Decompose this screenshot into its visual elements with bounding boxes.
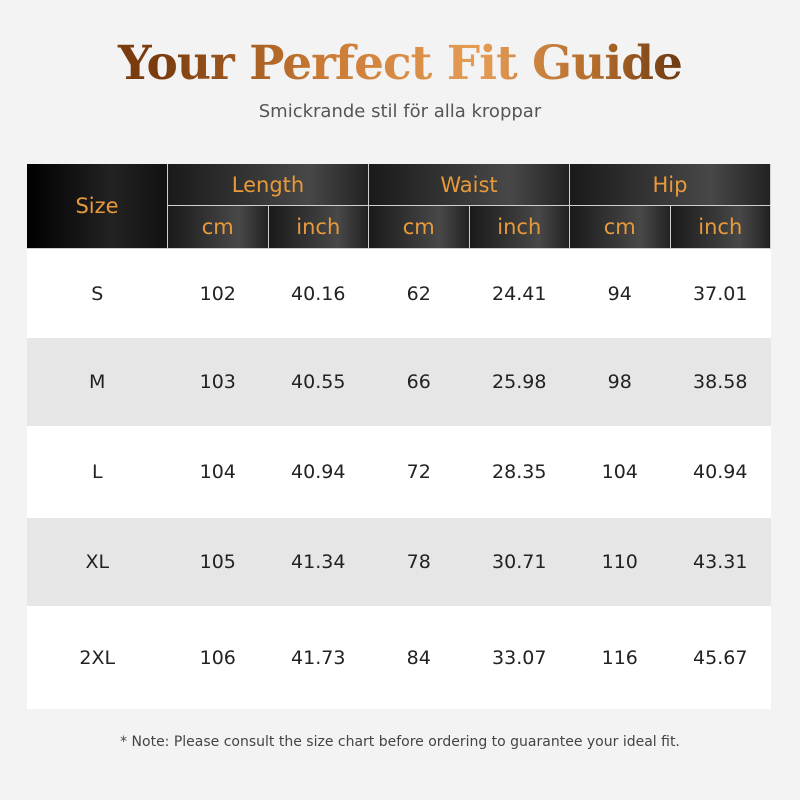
value-cell: 105: [167, 518, 268, 606]
group-header-hip: Hip: [569, 164, 771, 206]
size-cell: L: [27, 426, 168, 518]
value-cell: 40.94: [268, 426, 369, 518]
size-chart-table: Size Length Waist Hip cm inch cm inch cm…: [27, 164, 771, 709]
value-cell: 45.67: [670, 606, 771, 709]
size-cell: S: [27, 248, 168, 338]
value-cell: 41.73: [268, 606, 369, 709]
value-cell: 38.58: [670, 338, 771, 426]
value-cell: 104: [167, 426, 268, 518]
page-title: Your Perfect Fit Guide: [0, 36, 800, 91]
value-cell: 72: [368, 426, 469, 518]
table-row: 2XL 106 41.73 84 33.07 116 45.67: [27, 606, 771, 709]
group-header-length: Length: [167, 164, 369, 206]
value-cell: 103: [167, 338, 268, 426]
value-cell: 43.31: [670, 518, 771, 606]
value-cell: 28.35: [469, 426, 570, 518]
size-cell: M: [27, 338, 168, 426]
unit-header: cm: [368, 205, 470, 249]
unit-header: inch: [267, 205, 369, 249]
value-cell: 37.01: [670, 248, 771, 338]
value-cell: 78: [368, 518, 469, 606]
unit-header: cm: [569, 205, 671, 249]
table-row: L 104 40.94 72 28.35 104 40.94: [27, 426, 771, 518]
value-cell: 66: [368, 338, 469, 426]
unit-header: cm: [167, 205, 269, 249]
table-row: M 103 40.55 66 25.98 98 38.58: [27, 338, 771, 426]
value-cell: 30.71: [469, 518, 570, 606]
value-cell: 40.16: [268, 248, 369, 338]
footnote: * Note: Please consult the size chart be…: [120, 734, 680, 750]
value-cell: 110: [569, 518, 670, 606]
size-cell: 2XL: [27, 606, 168, 709]
size-header: Size: [27, 164, 168, 249]
value-cell: 33.07: [469, 606, 570, 709]
value-cell: 116: [569, 606, 670, 709]
subtitle: Smickrande stil för alla kroppar: [258, 101, 542, 122]
unit-header: inch: [468, 205, 570, 249]
value-cell: 62: [368, 248, 469, 338]
value-cell: 102: [167, 248, 268, 338]
unit-header: inch: [669, 205, 771, 249]
table-row: S 102 40.16 62 24.41 94 37.01: [27, 248, 771, 338]
value-cell: 25.98: [469, 338, 570, 426]
value-cell: 40.55: [268, 338, 369, 426]
value-cell: 104: [569, 426, 670, 518]
table-row: XL 105 41.34 78 30.71 110 43.31: [27, 518, 771, 606]
value-cell: 94: [569, 248, 670, 338]
value-cell: 98: [569, 338, 670, 426]
size-cell: XL: [27, 518, 168, 606]
value-cell: 84: [368, 606, 469, 709]
value-cell: 40.94: [670, 426, 771, 518]
value-cell: 106: [167, 606, 268, 709]
value-cell: 24.41: [469, 248, 570, 338]
value-cell: 41.34: [268, 518, 369, 606]
group-header-waist: Waist: [368, 164, 570, 206]
